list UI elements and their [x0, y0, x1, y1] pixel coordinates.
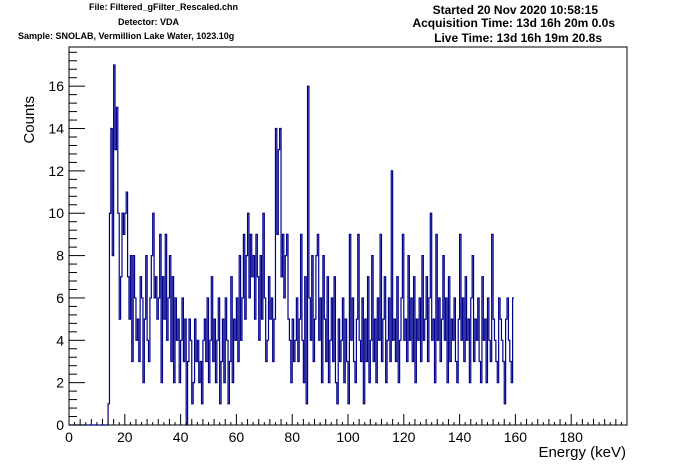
y-tick-label: 8 — [56, 248, 64, 264]
x-tick-label: 80 — [284, 429, 300, 445]
x-tick-label: 60 — [229, 429, 245, 445]
x-tick-label: 180 — [560, 429, 584, 445]
file-name-label: File: Filtered_gFilter_Rescaled.chn — [89, 2, 239, 12]
x-tick-label: 100 — [336, 429, 360, 445]
live-time-label: Live Time: 13d 16h 19m 20.8s — [434, 31, 602, 45]
y-tick-label: 16 — [48, 78, 64, 94]
start-time-label: Started 20 Nov 2020 10:58:15 — [432, 3, 598, 17]
x-tick-label: 160 — [504, 429, 528, 445]
x-tick-label: 120 — [392, 429, 416, 445]
y-tick-label: 4 — [56, 332, 64, 348]
histogram-series — [69, 64, 514, 426]
series-layer — [69, 64, 514, 426]
y-tick-label: 2 — [56, 375, 64, 391]
x-tick-label: 140 — [448, 429, 472, 445]
tick-layer: 0 20 40 60 80 100 120 140 160 180 0 2 4 6 8 10 12 14 16 — [48, 51, 622, 445]
y-tick-label: 12 — [48, 163, 64, 179]
x-axis-title: Energy (keV) — [538, 444, 626, 461]
y-tick-label: 0 — [56, 417, 64, 433]
y-axis-title: Counts — [21, 96, 38, 144]
sample-label: Sample: SNOLAB, Vermillion Lake Water, 1… — [18, 31, 235, 41]
y-tick-label: 14 — [48, 121, 64, 137]
acquisition-time-label: Acquisition Time: 13d 16h 20m 0.0s — [412, 16, 615, 30]
x-tick-label: 0 — [65, 429, 73, 445]
x-tick-label: 20 — [117, 429, 133, 445]
y-tick-label: 10 — [48, 205, 64, 221]
x-tick-label: 40 — [173, 429, 189, 445]
y-tick-label: 6 — [56, 290, 64, 306]
detector-label: Detector: VDA — [118, 17, 180, 27]
